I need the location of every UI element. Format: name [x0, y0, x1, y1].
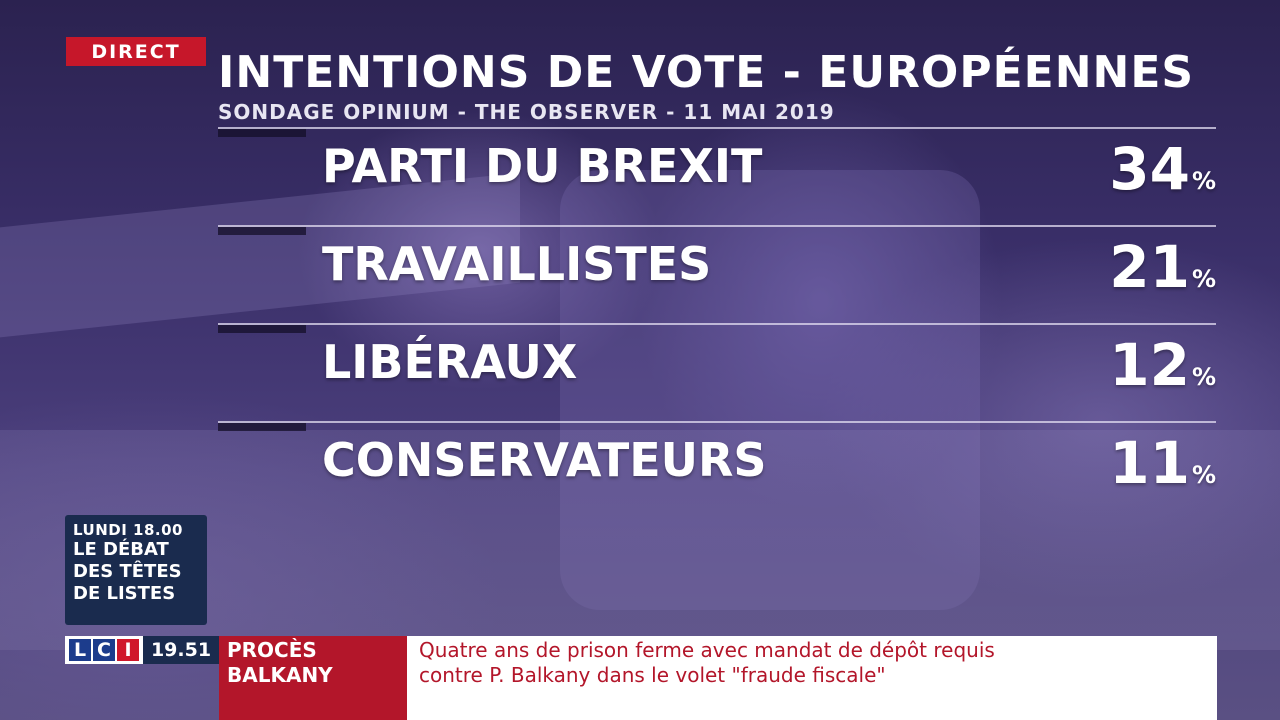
party-percentage: 21%	[1109, 233, 1216, 301]
topic-line: BALKANY	[227, 663, 333, 687]
ticker-headline: Quatre ans de prison ferme avec mandat d…	[407, 636, 1217, 720]
percentage-value: 21	[1109, 233, 1190, 301]
promo-title-line: DE LISTES	[73, 583, 176, 604]
background-shape	[0, 430, 1280, 650]
percentage-value: 34	[1109, 135, 1190, 203]
promo-title-line: LE DÉBAT	[73, 539, 169, 560]
party-name: LIBÉRAUX	[322, 335, 578, 389]
party-percentage: 34%	[1109, 135, 1216, 203]
headline-line: contre P. Balkany dans le volet "fraude …	[419, 663, 886, 687]
result-row: CONSERVATEURS 11%	[218, 421, 1216, 519]
clock: 19.51	[143, 636, 219, 664]
logo-letter: C	[93, 639, 115, 661]
result-row: PARTI DU BREXIT 34%	[218, 127, 1216, 225]
ticker-topic: PROCÈS BALKANY	[219, 636, 407, 720]
percent-sign: %	[1191, 167, 1216, 195]
result-row: TRAVAILLISTES 21%	[218, 225, 1216, 323]
poll-source: SONDAGE OPINIUM - THE OBSERVER - 11 MAI …	[218, 100, 835, 124]
program-promo: LUNDI 18.00 LE DÉBAT DES TÊTES DE LISTES	[65, 515, 207, 625]
percentage-value: 12	[1109, 331, 1190, 399]
percent-sign: %	[1191, 461, 1216, 489]
live-badge: DIRECT	[66, 37, 206, 66]
row-tab	[218, 325, 306, 333]
promo-time: LUNDI 18.00	[73, 521, 183, 539]
row-tab	[218, 423, 306, 431]
party-name: PARTI DU BREXIT	[322, 139, 763, 193]
promo-title-line: DES TÊTES	[73, 561, 182, 582]
percent-sign: %	[1191, 363, 1216, 391]
row-tab	[218, 129, 306, 137]
row-tab	[218, 227, 306, 235]
channel-logo: L C I	[65, 636, 143, 664]
party-percentage: 11%	[1109, 429, 1216, 497]
results-table: PARTI DU BREXIT 34% TRAVAILLISTES 21% LI…	[218, 127, 1216, 519]
percentage-value: 11	[1109, 429, 1190, 497]
topic-line: PROCÈS	[227, 638, 317, 662]
background-shape	[560, 170, 980, 610]
logo-letter: L	[69, 639, 91, 661]
poll-title: INTENTIONS DE VOTE - EUROPÉENNES	[218, 47, 1195, 98]
party-name: CONSERVATEURS	[322, 433, 767, 487]
percent-sign: %	[1191, 265, 1216, 293]
party-name: TRAVAILLISTES	[322, 237, 712, 291]
party-percentage: 12%	[1109, 331, 1216, 399]
headline-line: Quatre ans de prison ferme avec mandat d…	[419, 638, 995, 662]
result-row: LIBÉRAUX 12%	[218, 323, 1216, 421]
news-ticker: L C I 19.51 PROCÈS BALKANY Quatre ans de…	[0, 636, 1280, 720]
logo-letter: I	[117, 639, 139, 661]
